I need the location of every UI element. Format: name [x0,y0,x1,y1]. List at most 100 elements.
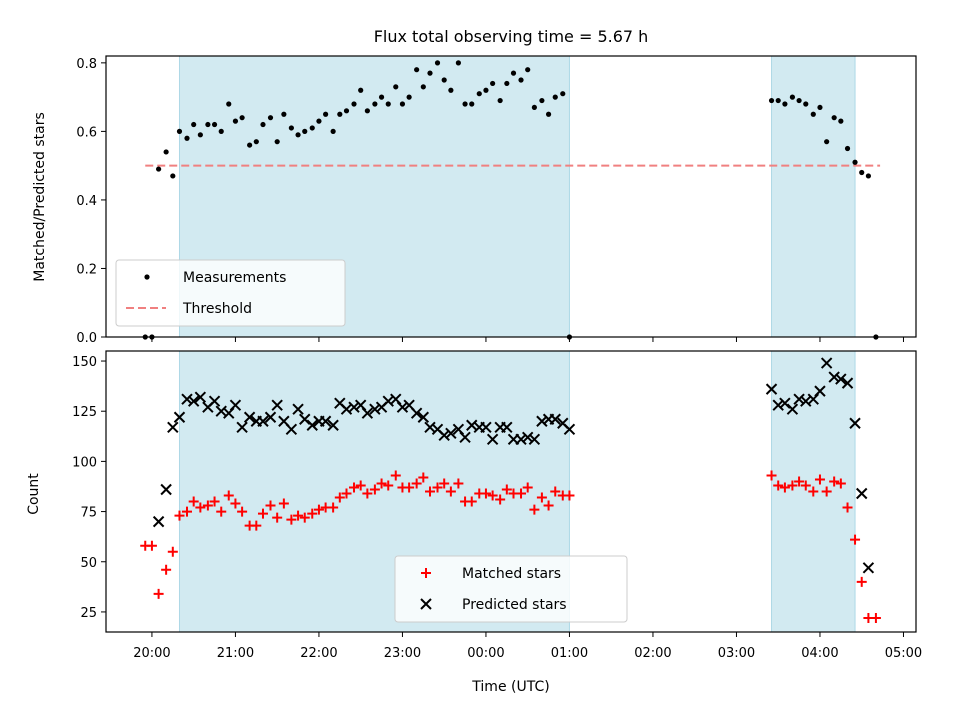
data-point [343,108,350,114]
data-point [425,486,435,497]
data-point [820,357,833,369]
legend-label: Measurements [183,270,286,286]
data-point [327,419,339,431]
data-point [842,502,853,513]
data-point [453,478,464,489]
data-point [278,498,289,509]
data-point [264,411,277,423]
data-point [462,101,468,107]
data-point [793,393,805,405]
data-point [369,403,381,415]
legend-box [394,555,628,623]
data-point [364,108,370,114]
data-point [229,399,242,411]
data-point [306,419,318,431]
data-point [372,101,378,107]
y-tick-label: 0.8 [76,57,97,72]
data-point [490,80,496,87]
data-point [768,97,775,104]
data-point [362,488,373,499]
data-point [445,486,456,497]
data-point [174,510,185,521]
data-point [216,506,227,517]
data-point [176,128,183,134]
data-point [417,411,430,423]
data-point [253,139,259,145]
data-point [483,87,489,93]
x-tick-label: 03:00 [718,646,755,661]
data-point [525,67,531,73]
data-point [543,500,554,511]
data-point [170,173,176,179]
data-point [211,121,218,128]
x-tick-label: 00:00 [467,646,504,661]
y-tick-label: 150 [72,355,97,370]
data-point [418,472,429,483]
data-point [202,500,213,511]
y-tick-label: 50 [80,556,97,571]
data-point [862,562,875,574]
data-point [531,104,537,111]
data-point [445,427,457,440]
data-point [414,67,420,73]
data-point [411,478,422,489]
data-point [292,403,304,415]
data-point [539,97,545,104]
data-point [358,87,364,93]
data-point [195,502,206,513]
data-point [197,132,203,138]
data-point [480,421,492,433]
x-tick-label: 21:00 [217,646,254,661]
x-tick-label: 04:00 [801,646,838,661]
data-point [765,383,778,395]
data-point [515,433,527,446]
data-point [786,403,799,415]
data-point [772,399,784,411]
data-point [766,470,777,481]
data-point [536,492,547,503]
chart-title: Flux total observing time = 5.67 h [374,27,649,46]
data-point [182,506,192,517]
data-point [466,496,477,507]
data-point [295,132,301,138]
data-point [824,139,830,145]
data-point [393,84,399,90]
data-point [385,101,391,107]
data-point [856,487,868,500]
data-point [794,476,805,487]
x-tick-label: 02:00 [634,646,671,661]
data-point [316,118,322,124]
data-point [337,111,343,117]
data-point [181,393,193,405]
data-point [803,101,809,107]
data-point [480,488,491,499]
data-point [293,510,304,521]
data-point [153,588,164,599]
data-point [257,508,268,519]
data-point [870,612,881,623]
data-point [173,411,186,423]
data-point [856,576,867,587]
data-point [441,77,447,83]
data-point [835,373,847,385]
data-point [849,417,861,429]
data-point [349,482,360,493]
data-point [504,80,510,87]
data-point [821,486,832,497]
data-point [529,504,540,515]
data-point [495,494,506,505]
legend-marker [144,274,150,280]
data-point [536,415,548,427]
data-point [808,486,819,497]
data-point [399,101,406,107]
data-point [841,377,854,389]
data-point [378,94,385,100]
data-point [243,411,256,423]
data-point [501,484,512,495]
data-point [194,391,207,403]
data-point [459,431,471,444]
data-point [852,159,858,165]
data-point [160,483,172,496]
data-point [309,125,315,131]
data-point [184,135,190,141]
